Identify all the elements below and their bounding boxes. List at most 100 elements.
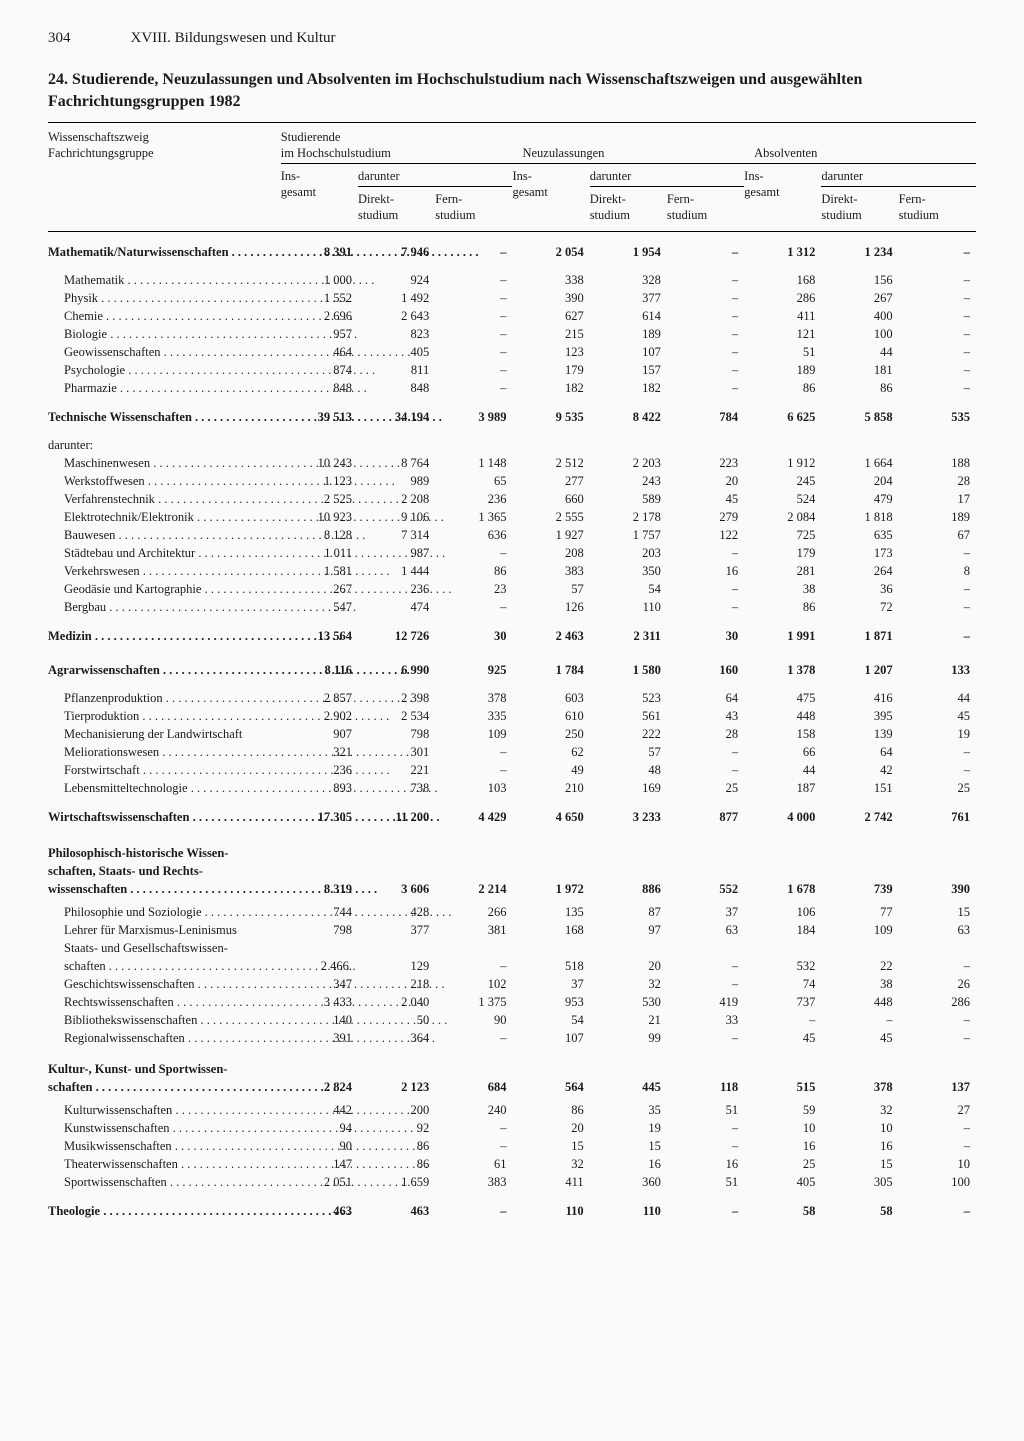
- table-cell: 210: [512, 779, 589, 797]
- table-cell: 45: [744, 1029, 821, 1047]
- section-label: Philosophisch-historische Wissen-: [48, 846, 228, 860]
- table-cell: 66: [744, 743, 821, 761]
- table-cell: 64: [667, 684, 744, 707]
- table-cell: 189: [590, 325, 667, 343]
- table-cell: 1 784: [512, 650, 589, 684]
- table-cell: 360: [590, 1173, 667, 1191]
- table-cell: 173: [821, 544, 898, 562]
- table-cell: 169: [590, 779, 667, 797]
- table-cell: 448: [744, 707, 821, 725]
- table-cell: 121: [744, 325, 821, 343]
- table-cell: 305: [821, 1173, 898, 1191]
- table-cell: 1 148: [435, 454, 512, 472]
- table-cell: 62: [512, 743, 589, 761]
- table-cell: –: [667, 580, 744, 598]
- table-cell: 660: [512, 490, 589, 508]
- table-cell: 59: [744, 1096, 821, 1119]
- row-label: Regionalwissenschaften: [64, 1031, 435, 1045]
- table-cell: –: [899, 379, 976, 397]
- table-cell: 44: [821, 343, 898, 361]
- table-cell: 20: [512, 1119, 589, 1137]
- table-cell: 267: [821, 289, 898, 307]
- table-cell: –: [899, 957, 976, 975]
- table-cell: 1 927: [512, 526, 589, 544]
- table-cell: 411: [744, 307, 821, 325]
- table-cell: 784: [667, 397, 744, 431]
- group-absolv: Absolventen: [754, 146, 817, 160]
- table-cell: 383: [512, 562, 589, 580]
- table-cell: 110: [590, 1191, 667, 1225]
- table-cell: 35: [590, 1096, 667, 1119]
- table-cell: 28: [667, 725, 744, 743]
- table-cell: 25: [667, 779, 744, 797]
- table-cell: 188: [899, 454, 976, 472]
- table-cell: 65: [435, 472, 512, 490]
- table-cell: 739: [821, 880, 898, 898]
- table-cell: 22: [821, 957, 898, 975]
- table-cell: –: [435, 379, 512, 397]
- table-cell: 8 422: [590, 397, 667, 431]
- table-cell: –: [744, 1011, 821, 1029]
- row-label: Pharmazie: [64, 381, 367, 395]
- table-cell: 378: [435, 684, 512, 707]
- table-cell: 64: [821, 743, 898, 761]
- table-cell: 137: [899, 1078, 976, 1096]
- row-label: Chemie: [64, 309, 353, 323]
- table-cell: –: [435, 266, 512, 289]
- data-table: Wissenschaftszweig Fachrichtungsgruppe S…: [48, 122, 976, 1225]
- table-cell: –: [899, 743, 976, 761]
- table-cell: 30: [435, 616, 512, 650]
- sub-darunter-b: darunter: [590, 164, 744, 187]
- table-cell: 51: [667, 1096, 744, 1119]
- table-cell: 1 234: [821, 232, 898, 266]
- table-cell: –: [435, 1029, 512, 1047]
- table-cell: 243: [590, 472, 667, 490]
- table-cell: 54: [590, 580, 667, 598]
- table-cell: 37: [667, 898, 744, 921]
- table-cell: 1 312: [744, 232, 821, 266]
- table-cell: 33: [667, 1011, 744, 1029]
- sub-direkt-2c: studium: [821, 208, 861, 222]
- table-cell: 25: [744, 1155, 821, 1173]
- row-label: schaften: [64, 959, 356, 973]
- table-cell: 419: [667, 993, 744, 1011]
- sub-ins-1c: Ins-: [744, 169, 763, 183]
- table-cell: 1 664: [821, 454, 898, 472]
- table-cell: 8: [899, 562, 976, 580]
- table-cell: 635: [821, 526, 898, 544]
- table-cell: 4 000: [744, 797, 821, 831]
- table-cell: –: [899, 1137, 976, 1155]
- table-cell: 16: [667, 1155, 744, 1173]
- sub-ins-2b: gesamt: [512, 185, 547, 199]
- table-cell: –: [899, 307, 976, 325]
- table-cell: 74: [744, 975, 821, 993]
- table-cell: 2 054: [512, 232, 589, 266]
- table-cell: 57: [590, 743, 667, 761]
- row-label: Meliorationswesen: [64, 745, 409, 759]
- table-cell: 16: [667, 562, 744, 580]
- table-cell: 798: [358, 725, 435, 743]
- table-cell: 614: [590, 307, 667, 325]
- row-label: Theaterwissenschaften: [64, 1157, 428, 1171]
- sub-darunter-a: darunter: [358, 164, 512, 187]
- row-label: Sportwissenschaften: [64, 1175, 417, 1189]
- table-cell: 126: [512, 598, 589, 616]
- table-cell: 19: [590, 1119, 667, 1137]
- table-cell: 381: [435, 921, 512, 939]
- table-cell: 515: [744, 1078, 821, 1096]
- row-label: Geowissenschaften: [64, 345, 411, 359]
- table-cell: 45: [899, 707, 976, 725]
- table-cell: 15: [590, 1137, 667, 1155]
- row-label: Kulturwissenschaften: [64, 1103, 422, 1117]
- table-cell: 122: [667, 526, 744, 544]
- table-cell: 636: [435, 526, 512, 544]
- row-label: Bauwesen: [64, 528, 365, 542]
- table-cell: 157: [590, 361, 667, 379]
- row-label: Verfahrenstechnik: [64, 492, 405, 506]
- row-label: Psychologie: [64, 363, 375, 377]
- table-cell: 4 650: [512, 797, 589, 831]
- sub-ins-2a: gesamt: [281, 185, 316, 199]
- table-cell: 335: [435, 707, 512, 725]
- table-cell: –: [667, 266, 744, 289]
- table-cell: 416: [821, 684, 898, 707]
